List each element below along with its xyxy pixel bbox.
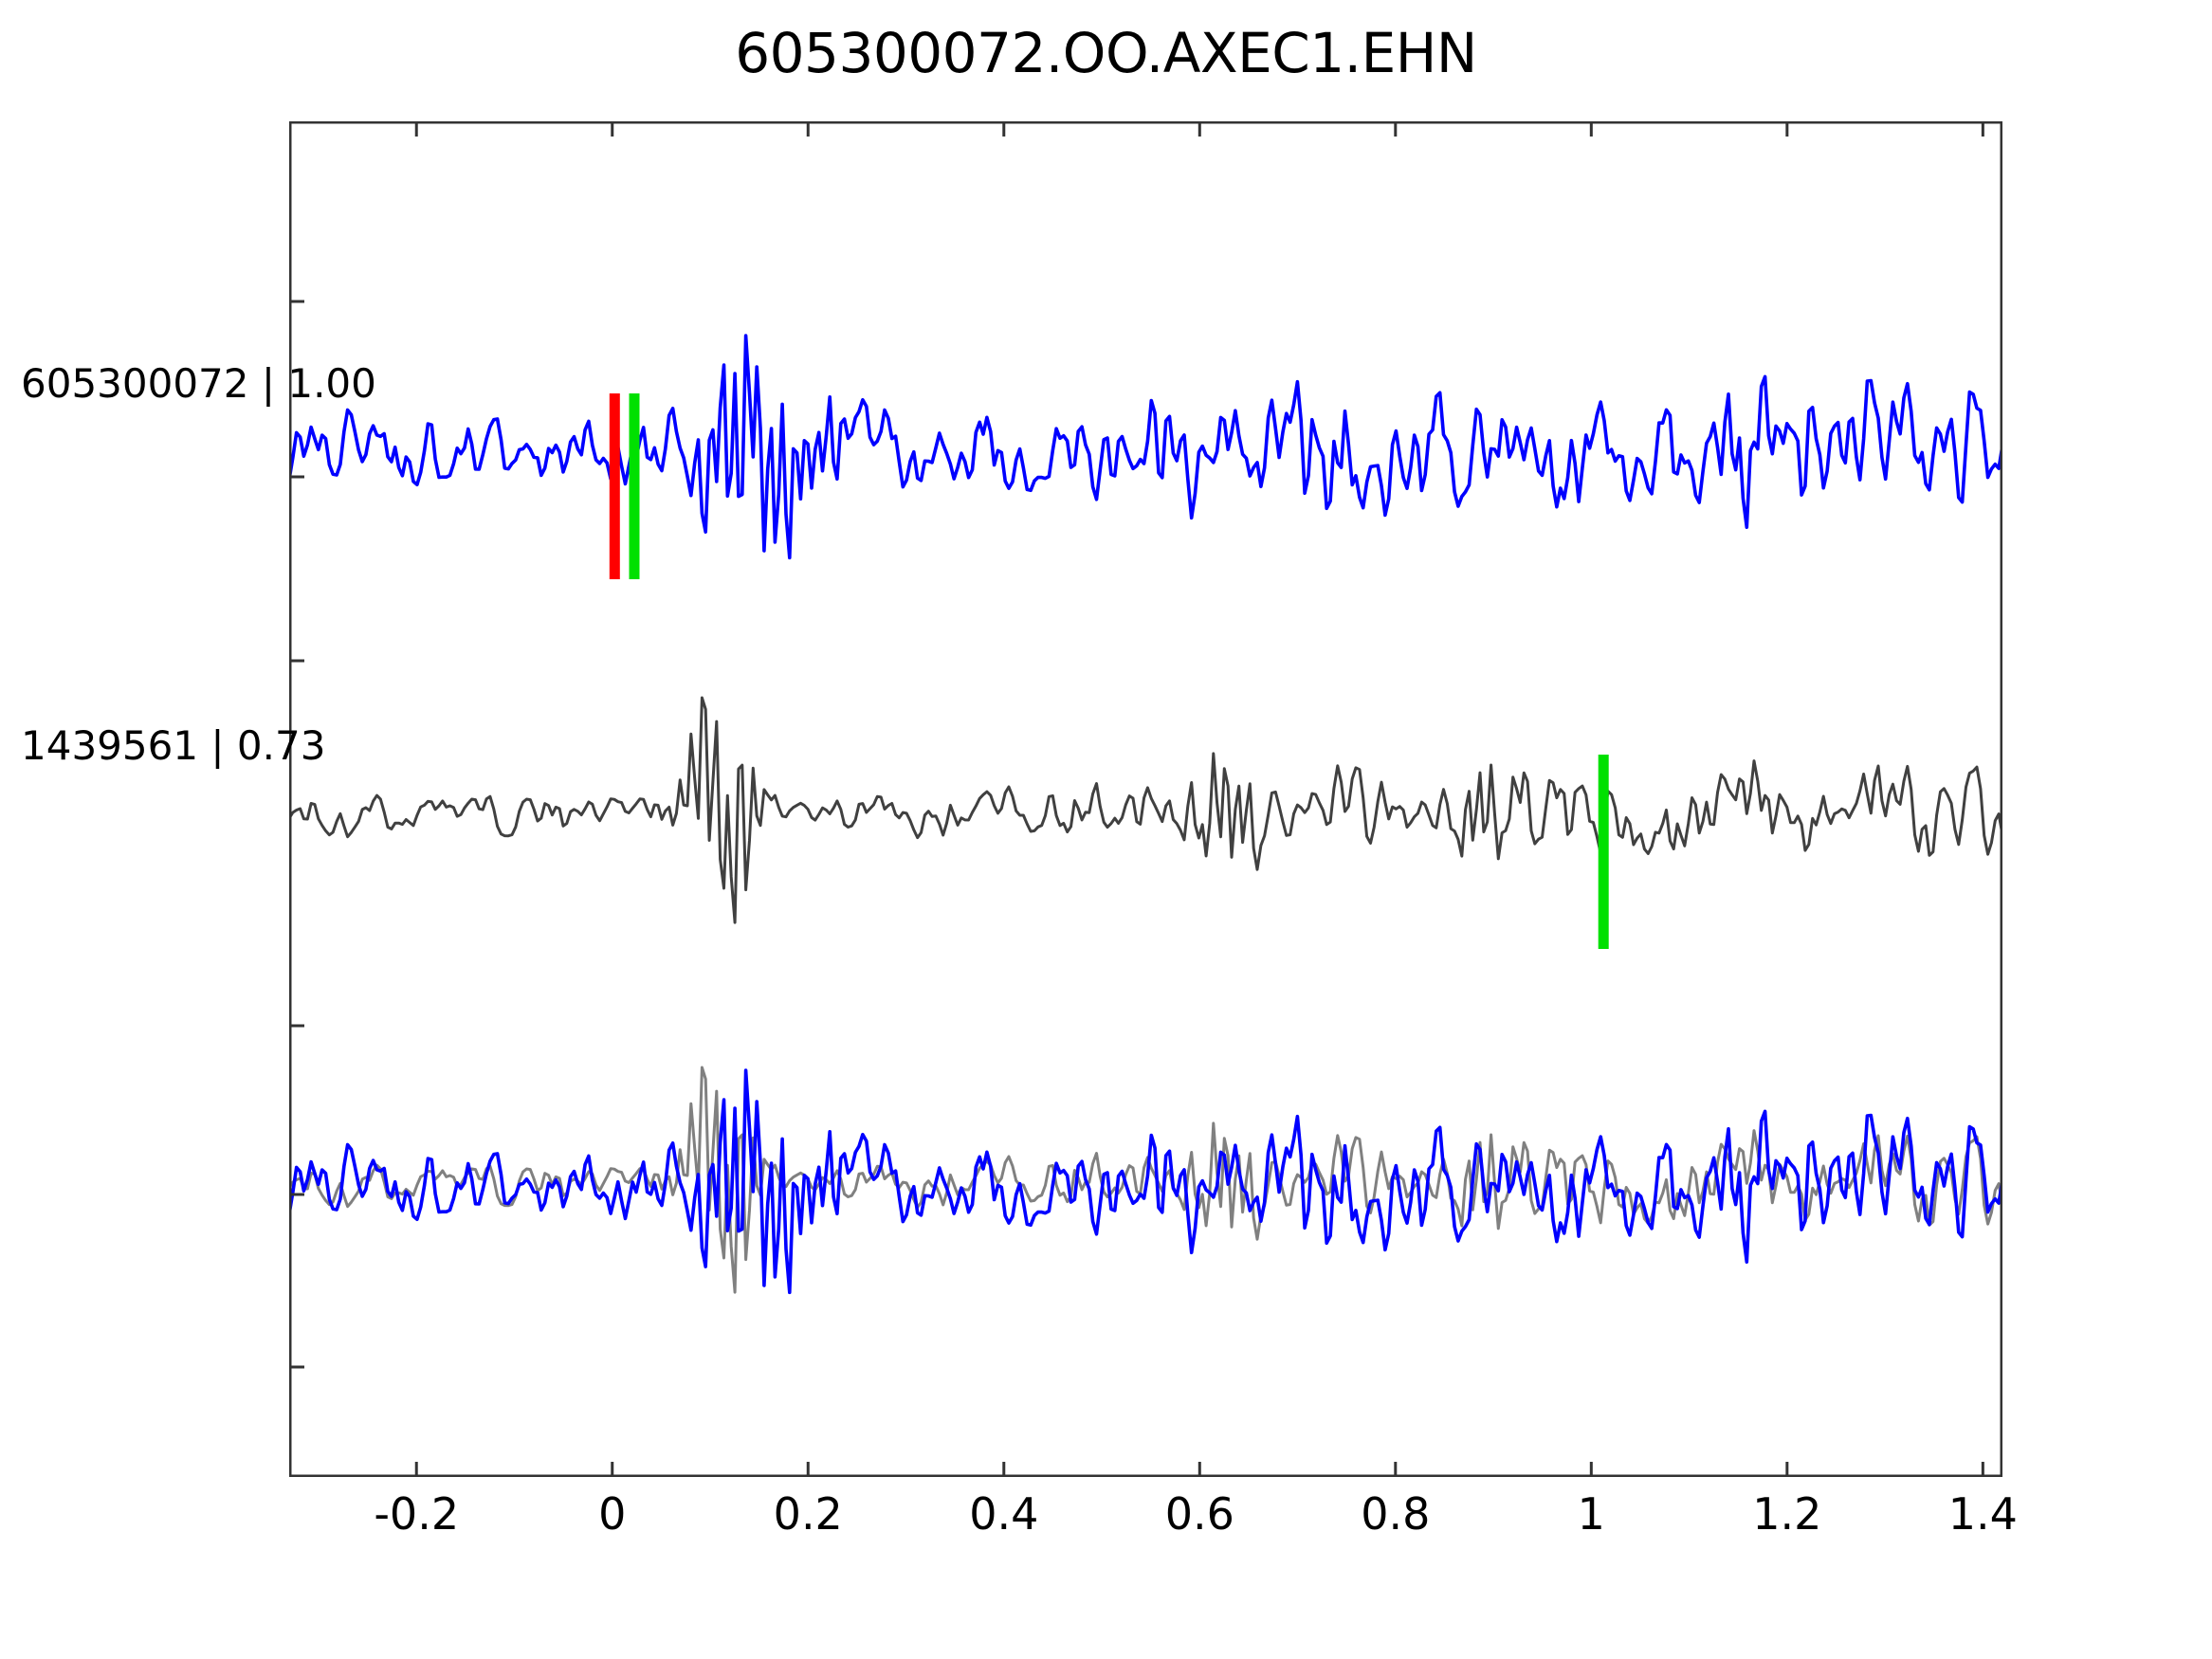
waveform-canvas [289, 121, 2002, 1477]
page-title: 605300072.OO.AXEC1.EHN [735, 21, 1477, 85]
x-tick-label-1: 0 [598, 1488, 627, 1540]
x-tick-label-0: -0.2 [374, 1488, 460, 1540]
x-tick-label-6: 1 [1577, 1488, 1605, 1540]
pick-marker-red[interactable] [609, 393, 620, 579]
x-tick-label-8: 1.4 [1947, 1488, 2018, 1540]
waveform-bottom-blue [289, 1068, 2002, 1295]
axes-frame [289, 121, 2002, 1477]
x-tick-label-3: 0.4 [969, 1488, 1039, 1540]
x-tick-label-4: 0.6 [1164, 1488, 1234, 1540]
waveform-middle-gray [289, 696, 2002, 924]
x-tick-label-5: 0.8 [1361, 1488, 1431, 1540]
trace-label-1: 605300072 | 1.00 [21, 360, 376, 407]
x-tick-label-2: 0.2 [773, 1488, 843, 1540]
waveform-top-blue [289, 334, 2002, 560]
x-axis-tick-labels: -0.2 0 0.2 0.4 0.6 0.8 1 1.2 1.4 [289, 1488, 2018, 1555]
pick-marker-green-top[interactable] [629, 393, 640, 579]
x-tick-label-7: 1.2 [1752, 1488, 1822, 1540]
plot-axes [289, 121, 2002, 1477]
pick-marker-green-middle[interactable] [1598, 755, 1609, 949]
trace-label-2: 1439561 | 0.73 [21, 722, 326, 769]
